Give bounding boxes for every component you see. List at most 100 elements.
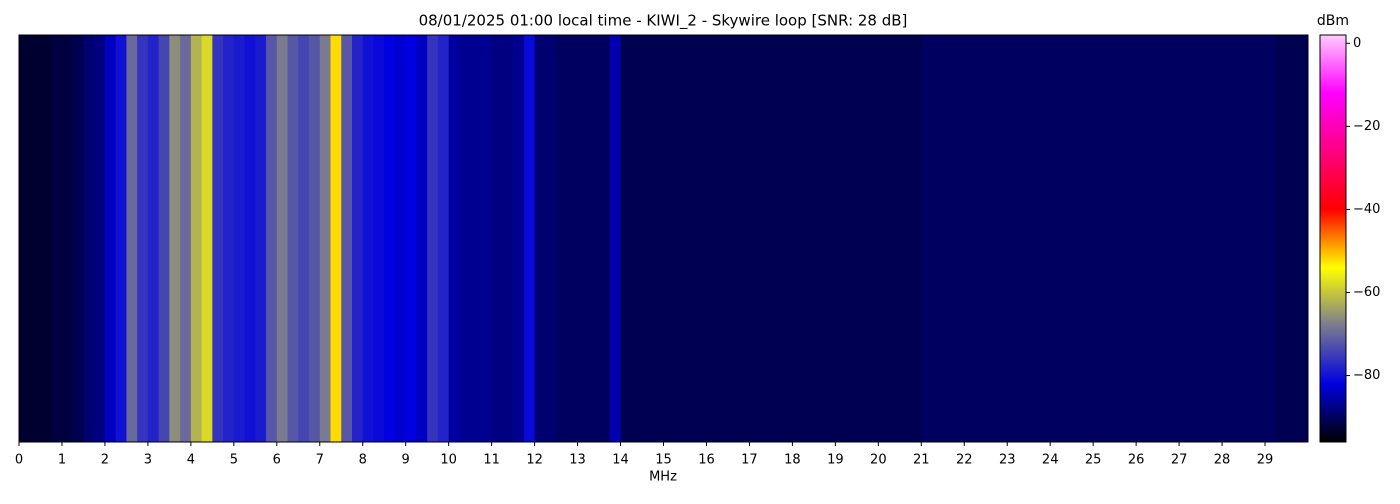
- heatmap-cell: [1007, 35, 1019, 442]
- heatmap-cell: [781, 35, 793, 442]
- heatmap-cell: [341, 35, 353, 442]
- heatmap-cell: [233, 35, 246, 442]
- heatmap-cell: [867, 35, 879, 442]
- heatmap-cell: [556, 35, 568, 442]
- heatmap-cell: [1168, 35, 1180, 442]
- heatmap-cell: [631, 35, 643, 442]
- heatmap-cell: [684, 35, 697, 442]
- x-tick-label: 29: [1257, 453, 1274, 468]
- heatmap-cell: [1039, 35, 1051, 442]
- colorbar-tick-label: −20: [1353, 119, 1380, 134]
- heatmap-cell: [717, 35, 729, 442]
- heatmap-cell: [1146, 35, 1159, 442]
- x-tick-label: 7: [316, 453, 324, 468]
- heatmap-cell: [792, 35, 804, 442]
- heatmap-cell: [1060, 35, 1073, 442]
- colorbar-tick-label: 0: [1353, 36, 1361, 51]
- heatmap-cell: [1179, 35, 1191, 442]
- x-tick-label: 3: [144, 453, 152, 468]
- colorbar-label: dBm: [1317, 13, 1349, 29]
- colorbar-tick-label: −60: [1353, 285, 1380, 300]
- heatmap-cell: [223, 35, 235, 442]
- heatmap-cell: [534, 35, 546, 442]
- x-tick-label: 2: [101, 453, 109, 468]
- heatmap-cell: [491, 35, 503, 442]
- heatmap-cell: [545, 35, 557, 442]
- x-tick-label: 26: [1128, 453, 1145, 468]
- heatmap-cell: [287, 35, 299, 442]
- x-tick-label: 23: [999, 453, 1016, 468]
- heatmap-cell: [975, 35, 987, 442]
- heatmap-cell: [856, 35, 869, 442]
- heatmap-cell: [1125, 35, 1137, 442]
- heatmap-cell: [749, 35, 761, 442]
- heatmap-cell: [953, 35, 965, 442]
- x-tick-label: 10: [440, 453, 457, 468]
- heatmap-cell: [566, 35, 579, 442]
- x-tick-label: 9: [402, 453, 410, 468]
- x-tick-label: 11: [483, 453, 500, 468]
- colorbar-tick-label: −40: [1353, 202, 1380, 217]
- heatmap-cell: [770, 35, 783, 442]
- heatmap-cell: [190, 35, 203, 442]
- heatmap-cell: [384, 35, 396, 442]
- heatmap-cell: [1243, 35, 1255, 442]
- heatmap-cell: [83, 35, 95, 442]
- heatmap-cell: [899, 35, 912, 442]
- x-tick-label: 15: [655, 453, 672, 468]
- heatmap-cell: [813, 35, 826, 442]
- heatmap-cell: [244, 35, 256, 442]
- heatmap-cell: [1200, 35, 1212, 442]
- heatmap-cell: [169, 35, 181, 442]
- heatmap-cell: [416, 35, 428, 442]
- heatmap-cell: [652, 35, 664, 442]
- heatmap-cell: [351, 35, 364, 442]
- heatmap-cell: [137, 35, 149, 442]
- colorbar: [1319, 34, 1347, 443]
- heatmap-cell: [40, 35, 52, 442]
- heatmap-cell: [330, 35, 342, 442]
- heatmap-cell: [72, 35, 84, 442]
- heatmap-cell: [1286, 35, 1298, 442]
- heatmap-cell: [1093, 35, 1105, 442]
- heatmap-cell: [738, 35, 750, 442]
- heatmap-cell: [577, 35, 589, 442]
- heatmap-cell: [276, 35, 289, 442]
- heatmap-cell: [51, 35, 63, 442]
- chart-title: 08/01/2025 01:00 local time - KIWI_2 - S…: [419, 12, 908, 31]
- x-tick-label: 21: [913, 453, 930, 468]
- heatmap-cell: [513, 35, 525, 442]
- heatmap-cell: [158, 35, 170, 442]
- heatmap-cell: [180, 35, 192, 442]
- x-tick-label: 24: [1042, 453, 1059, 468]
- heatmap-cell: [394, 35, 407, 442]
- heatmap-cell: [1157, 35, 1169, 442]
- x-tick-label: 18: [784, 453, 801, 468]
- x-tick-label: 27: [1171, 453, 1188, 468]
- heatmap-cell: [910, 35, 922, 442]
- heatmap-cell: [663, 35, 675, 442]
- heatmap-cell: [1028, 35, 1040, 442]
- heatmap-cell: [1265, 35, 1277, 442]
- x-tick-label: 28: [1214, 453, 1231, 468]
- x-tick-label: 25: [1085, 453, 1102, 468]
- heatmap-cell: [201, 35, 213, 442]
- heatmap-cell: [642, 35, 654, 442]
- heatmap-cell: [889, 35, 901, 442]
- heatmap-cell: [319, 35, 332, 442]
- x-tick-label: 5: [230, 453, 238, 468]
- heatmap-cell: [255, 35, 267, 442]
- heatmap-cell: [104, 35, 117, 442]
- heatmap-cell: [846, 35, 858, 442]
- x-tick-label: 8: [359, 453, 367, 468]
- heatmap-cell: [1189, 35, 1202, 442]
- heatmap-cell: [298, 35, 310, 442]
- heatmap-cell: [964, 35, 976, 442]
- heatmap-cell: [1232, 35, 1245, 442]
- heatmap-cell: [459, 35, 471, 442]
- heatmap-cell: [523, 35, 536, 442]
- heatmap-cell: [921, 35, 933, 442]
- heatmap-cell: [1136, 35, 1148, 442]
- heatmap-cell: [727, 35, 740, 442]
